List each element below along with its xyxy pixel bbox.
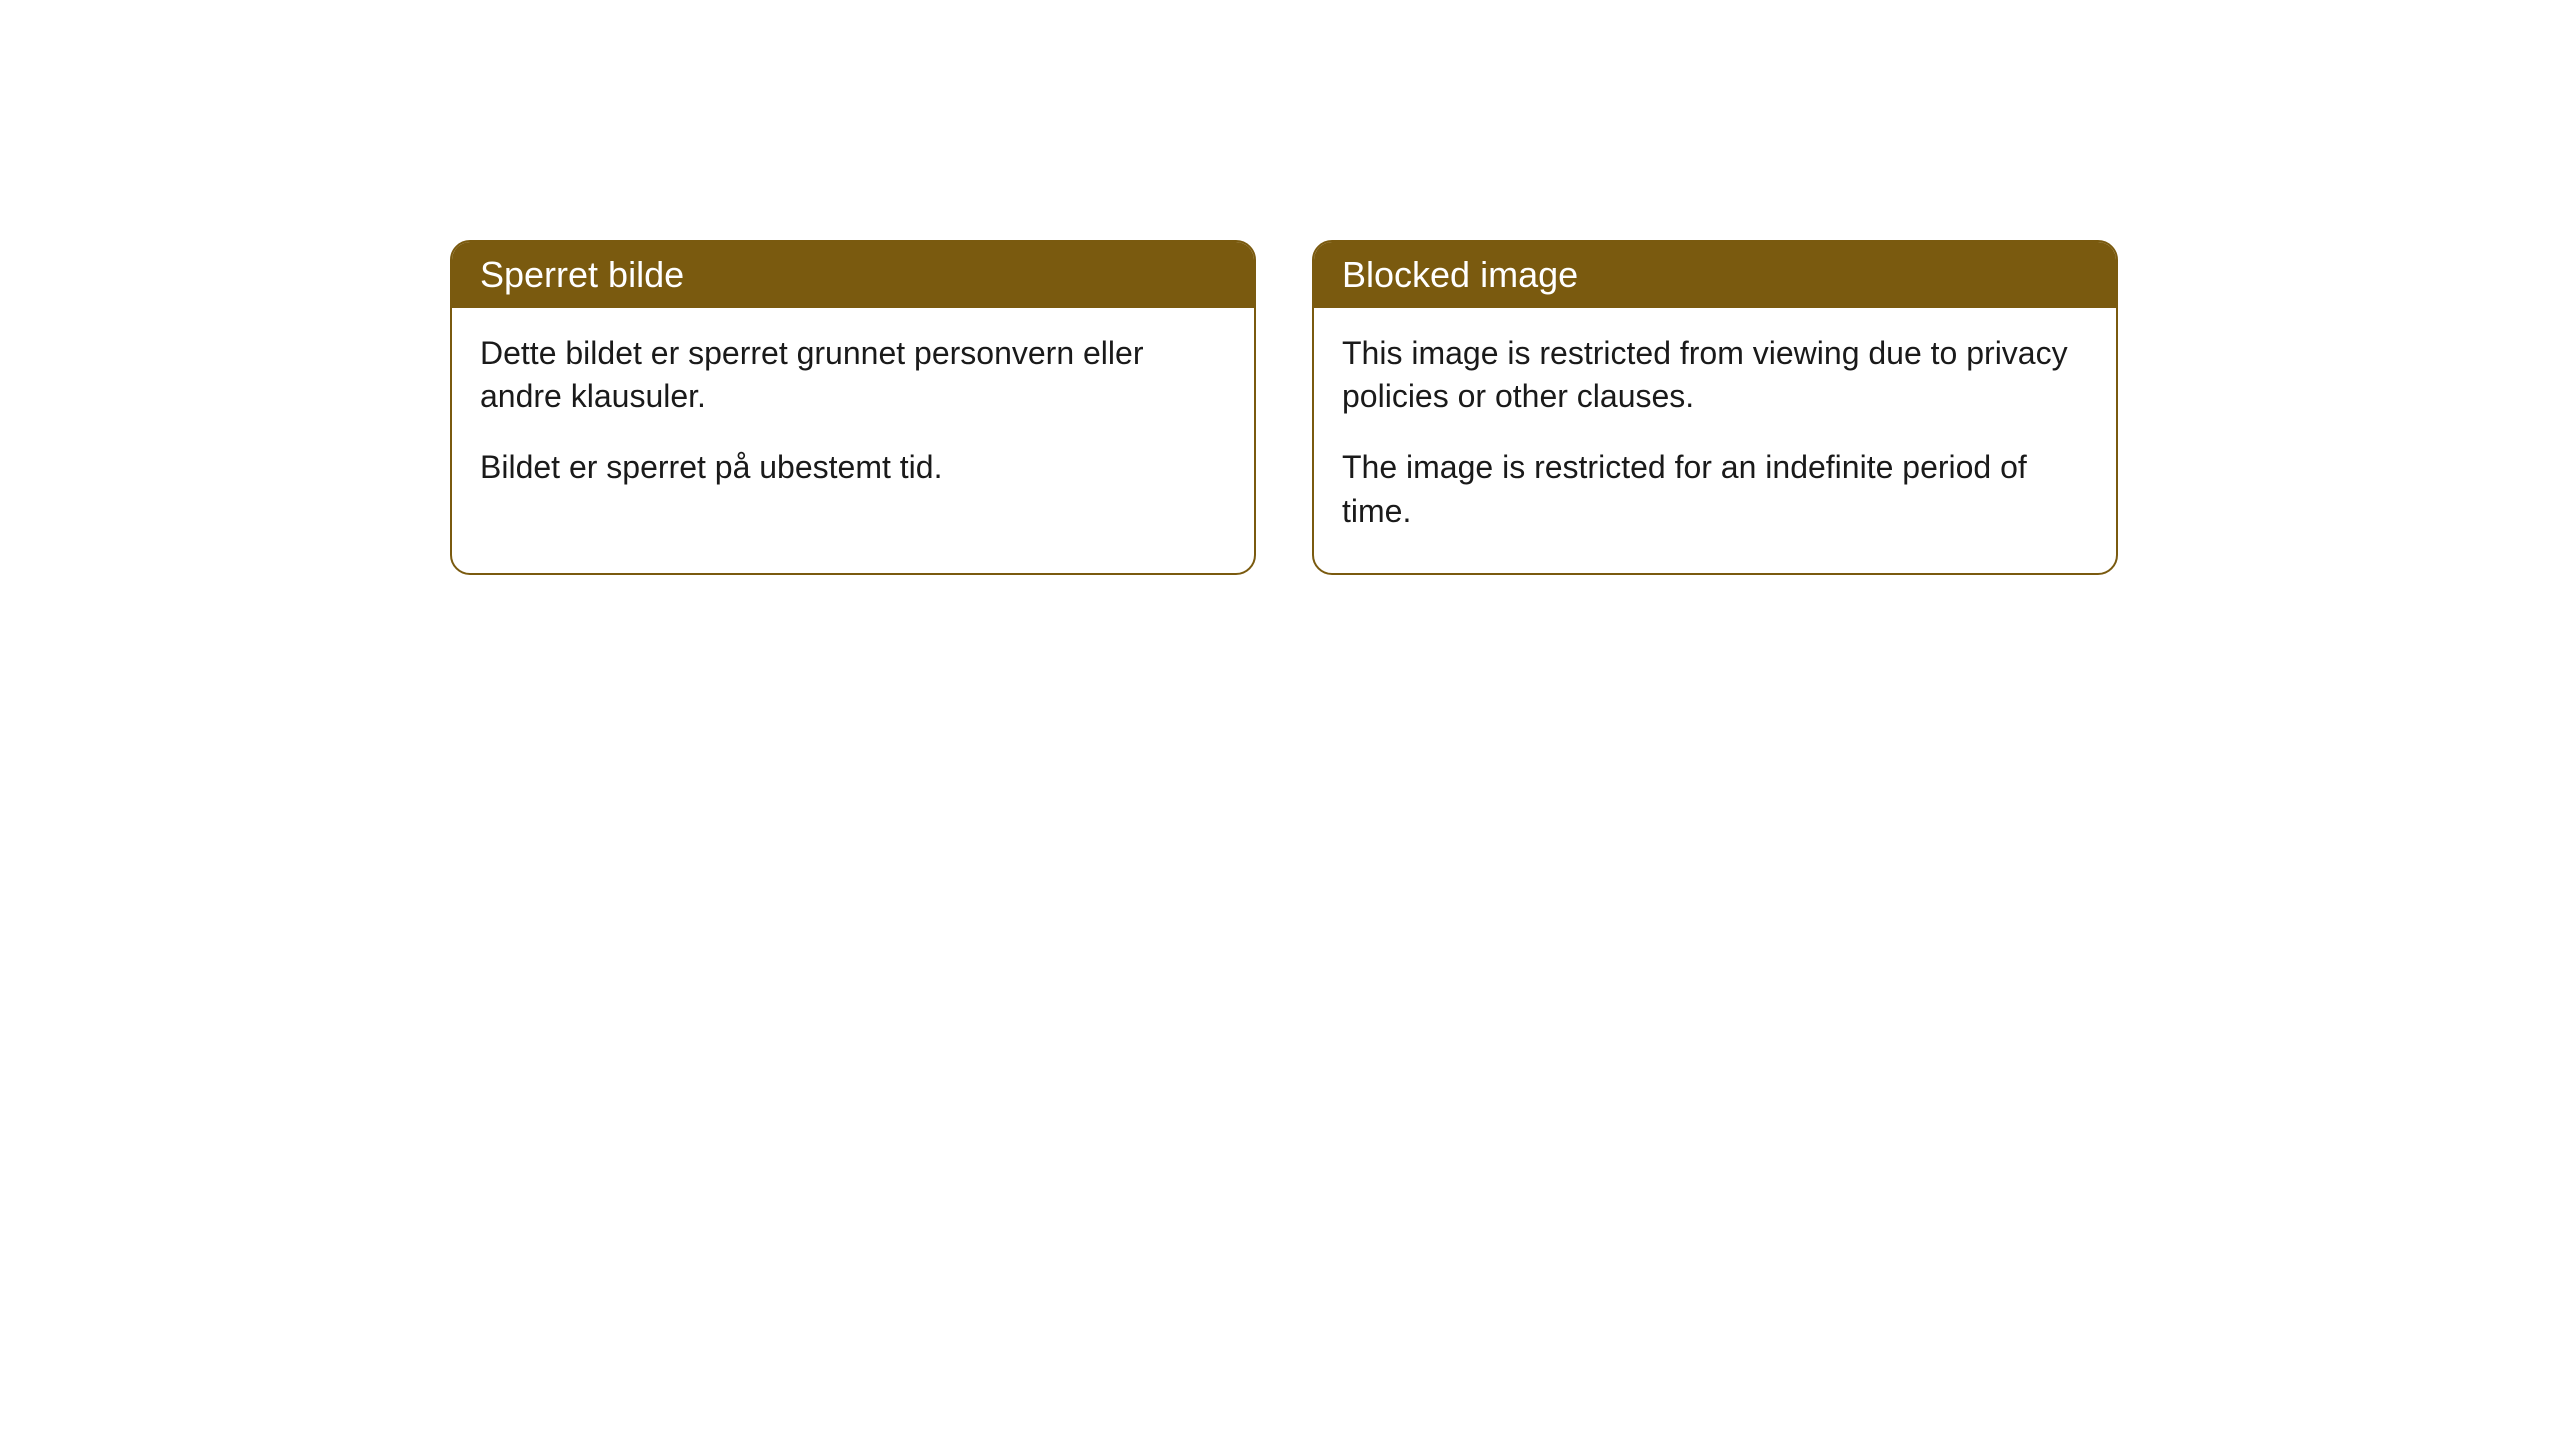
card-header: Blocked image xyxy=(1314,242,2116,308)
blocked-image-card-english: Blocked image This image is restricted f… xyxy=(1312,240,2118,575)
card-container: Sperret bilde Dette bildet er sperret gr… xyxy=(0,0,2560,575)
card-title: Sperret bilde xyxy=(480,254,684,295)
card-paragraph: Dette bildet er sperret grunnet personve… xyxy=(480,332,1226,418)
card-paragraph: This image is restricted from viewing du… xyxy=(1342,332,2088,418)
card-paragraph: The image is restricted for an indefinit… xyxy=(1342,446,2088,532)
card-title: Blocked image xyxy=(1342,254,1578,295)
card-header: Sperret bilde xyxy=(452,242,1254,308)
card-body: Dette bildet er sperret grunnet personve… xyxy=(452,308,1254,530)
card-body: This image is restricted from viewing du… xyxy=(1314,308,2116,573)
blocked-image-card-norwegian: Sperret bilde Dette bildet er sperret gr… xyxy=(450,240,1256,575)
card-paragraph: Bildet er sperret på ubestemt tid. xyxy=(480,446,1226,489)
